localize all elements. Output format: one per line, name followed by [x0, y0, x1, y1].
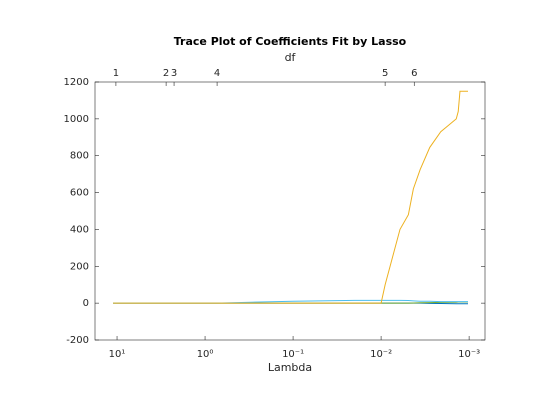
top-tick-label: 1 — [113, 68, 119, 79]
top-tick-label: 5 — [382, 68, 388, 79]
x-tick-label: 10¹ — [109, 349, 126, 360]
top-tick-label: 3 — [171, 68, 177, 79]
plot-box — [94, 81, 486, 341]
top-axis-label: df — [285, 51, 297, 64]
top-tick-label: 6 — [411, 68, 417, 79]
y-tick-label: 800 — [70, 151, 89, 162]
y-tick-label: 1200 — [64, 77, 89, 88]
coefficient-line — [113, 299, 468, 304]
y-tick-label: 200 — [70, 261, 89, 272]
y-tick-label: 400 — [70, 224, 89, 235]
y-tick-label: 600 — [70, 188, 89, 199]
x-tick-label: 10⁻² — [370, 349, 392, 360]
top-tick-label: 4 — [214, 68, 220, 79]
top-tick-label: 2 — [163, 68, 169, 79]
y-tick-label: -200 — [66, 335, 89, 346]
y-tick-label: 0 — [83, 298, 89, 309]
chart-title: Trace Plot of Coefficients Fit by Lasso — [174, 35, 407, 48]
x-tick-label: 10⁻¹ — [282, 349, 304, 360]
x-axis-label: Lambda — [268, 361, 312, 374]
x-tick-label: 10⁰ — [197, 349, 214, 360]
coefficient-line — [113, 90, 468, 304]
y-tick-label: 1000 — [64, 114, 89, 125]
x-tick-label: 10⁻³ — [458, 349, 480, 360]
